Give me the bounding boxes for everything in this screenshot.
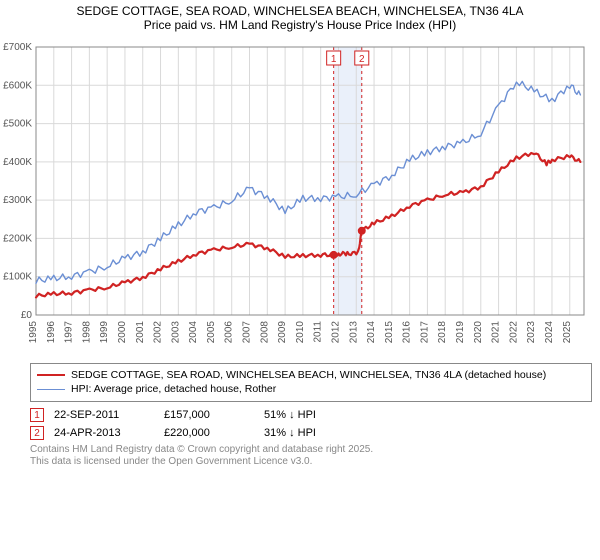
event-marker: 2	[30, 426, 44, 440]
svg-text:2000: 2000	[117, 320, 128, 343]
svg-text:2025: 2025	[562, 320, 573, 343]
svg-text:2009: 2009	[277, 320, 288, 343]
svg-text:2003: 2003	[170, 320, 181, 343]
legend-swatch	[37, 389, 65, 390]
svg-text:1999: 1999	[99, 320, 110, 343]
svg-text:£100K: £100K	[3, 271, 32, 282]
price-chart-svg: £0 £100K £200K £300K £400K £500K £600K £700K 199…	[2, 39, 590, 359]
legend-item: SEDGE COTTAGE, SEA ROAD, WINCHELSEA BEAC…	[37, 368, 585, 383]
legend-label: SEDGE COTTAGE, SEA ROAD, WINCHELSEA BEAC…	[71, 368, 546, 383]
svg-text:2002: 2002	[153, 320, 164, 343]
svg-text:2: 2	[359, 54, 365, 65]
svg-text:2022: 2022	[508, 320, 519, 343]
chart-footer: Contains HM Land Registry data © Crown c…	[30, 444, 592, 468]
svg-text:1997: 1997	[64, 320, 75, 343]
event-delta: 31% ↓ HPI	[264, 424, 326, 442]
event-price: £220,000	[164, 424, 264, 442]
legend-item: HPI: Average price, detached house, Roth…	[37, 382, 585, 397]
legend-label: HPI: Average price, detached house, Roth…	[71, 382, 276, 397]
svg-text:2017: 2017	[419, 320, 430, 343]
event-date: 22-SEP-2011	[54, 406, 164, 424]
svg-text:£0: £0	[21, 310, 33, 321]
svg-text:2012: 2012	[330, 320, 341, 343]
footer-line-2: This data is licensed under the Open Gov…	[30, 456, 592, 468]
chart-legend: SEDGE COTTAGE, SEA ROAD, WINCHELSEA BEAC…	[30, 363, 592, 402]
chart-title: SEDGE COTTAGE, SEA ROAD, WINCHELSEA BEAC…	[0, 0, 600, 35]
svg-text:£300K: £300K	[3, 195, 32, 206]
svg-text:2016: 2016	[402, 320, 413, 343]
svg-text:2007: 2007	[242, 320, 253, 343]
svg-text:1996: 1996	[46, 320, 57, 343]
svg-text:2004: 2004	[188, 320, 199, 343]
svg-text:2023: 2023	[526, 320, 537, 343]
event-row: 1 22-SEP-2011£157,00051% ↓ HPI	[30, 406, 326, 424]
svg-text:2015: 2015	[384, 320, 395, 343]
event-marker: 1	[30, 408, 44, 422]
svg-text:£500K: £500K	[3, 118, 32, 129]
svg-text:2014: 2014	[366, 320, 377, 343]
event-delta: 51% ↓ HPI	[264, 406, 326, 424]
title-line-1: SEDGE COTTAGE, SEA ROAD, WINCHELSEA BEAC…	[8, 4, 592, 18]
legend-swatch	[37, 374, 65, 376]
title-line-2: Price paid vs. HM Land Registry's House …	[8, 18, 592, 32]
svg-text:2006: 2006	[224, 320, 235, 343]
svg-text:2020: 2020	[473, 320, 484, 343]
svg-text:2008: 2008	[259, 320, 270, 343]
event-price: £157,000	[164, 406, 264, 424]
svg-text:£400K: £400K	[3, 157, 32, 168]
svg-text:2021: 2021	[491, 320, 502, 343]
svg-text:1: 1	[331, 54, 337, 65]
svg-text:£700K: £700K	[3, 42, 32, 53]
svg-text:1998: 1998	[81, 320, 92, 343]
svg-text:2024: 2024	[544, 320, 555, 343]
svg-text:2011: 2011	[313, 320, 324, 342]
svg-text:2018: 2018	[437, 320, 448, 343]
svg-text:2013: 2013	[348, 320, 359, 343]
svg-text:2005: 2005	[206, 320, 217, 343]
svg-text:£600K: £600K	[3, 80, 32, 91]
svg-text:2019: 2019	[455, 320, 466, 343]
chart-area: £0 £100K £200K £300K £400K £500K £600K £700K 199…	[2, 39, 592, 359]
footer-line-1: Contains HM Land Registry data © Crown c…	[30, 444, 592, 456]
svg-text:2010: 2010	[295, 320, 306, 343]
event-row: 2 24-APR-2013£220,00031% ↓ HPI	[30, 424, 326, 442]
event-date: 24-APR-2013	[54, 424, 164, 442]
svg-text:£200K: £200K	[3, 233, 32, 244]
svg-text:1995: 1995	[28, 320, 39, 343]
events-table: 1 22-SEP-2011£157,00051% ↓ HPI 2 24-APR-201…	[30, 406, 592, 442]
svg-text:2001: 2001	[135, 320, 146, 343]
